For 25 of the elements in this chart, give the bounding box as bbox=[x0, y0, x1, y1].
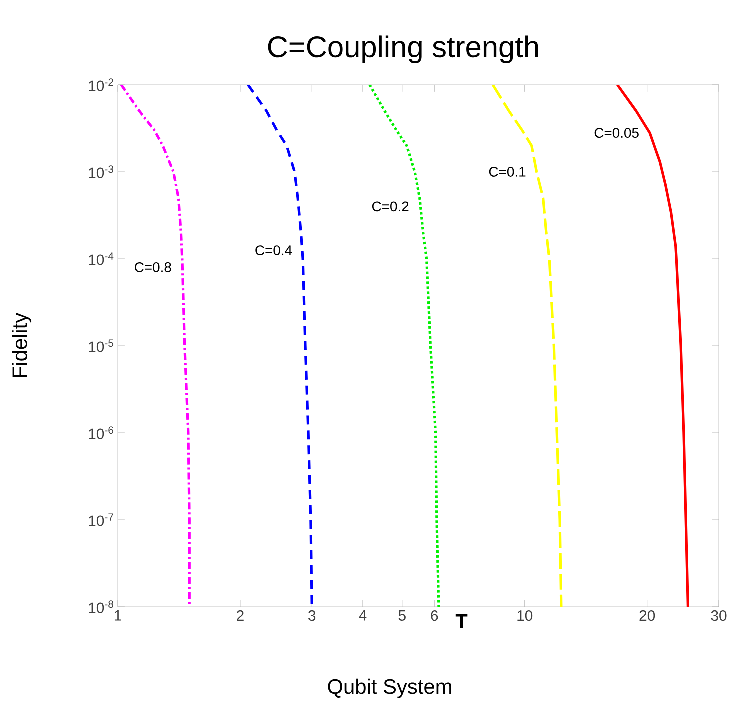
y-tick-label: 10$^{-7}$ bbox=[89, 514, 114, 526]
series-label: C=0.2 bbox=[372, 202, 409, 212]
series-label: C=0.8 bbox=[135, 262, 172, 272]
series-label: C=0.4 bbox=[256, 246, 292, 256]
y-tick-label: 10$^{-3}$ bbox=[89, 166, 114, 178]
x-tick-label: 20 bbox=[640, 610, 656, 622]
y-tick-label: 10$^{-6}$ bbox=[89, 426, 114, 440]
x-tick-label: 3 bbox=[308, 610, 316, 622]
x-tick-label: 1 bbox=[114, 610, 122, 621]
x-tick-label: 4 bbox=[359, 610, 367, 621]
x-axis-title: T bbox=[456, 614, 468, 628]
y-tick-label: 10$^{-8}$ bbox=[89, 600, 114, 614]
chart-title: C=Coupling strength bbox=[268, 36, 538, 64]
y-tick-label: 10$^{-5}$ bbox=[89, 340, 114, 352]
text: Qubit System bbox=[328, 678, 452, 698]
y-tick-label: 10$^{-4}$ bbox=[89, 252, 114, 266]
y-tick-label: 10$^{-2}$ bbox=[89, 78, 114, 92]
series-label: C=0.05 bbox=[594, 128, 639, 138]
series-label: C=0.1 bbox=[489, 167, 526, 177]
x-tick-label: 30 bbox=[711, 610, 727, 622]
x-tick-label: 5 bbox=[398, 610, 406, 621]
x-tick-label: 6 bbox=[431, 610, 438, 622]
x-tick-label: 2 bbox=[237, 610, 244, 621]
x-tick-label: 10 bbox=[518, 610, 533, 622]
y-axis-title: Fidelity bbox=[12, 312, 32, 378]
